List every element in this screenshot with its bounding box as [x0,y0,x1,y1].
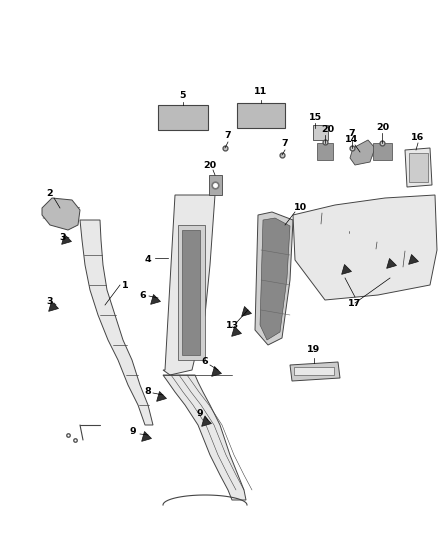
Polygon shape [237,103,285,128]
Polygon shape [62,235,71,244]
Text: 8: 8 [145,387,152,397]
Text: 3: 3 [47,297,53,306]
Polygon shape [373,143,392,160]
Polygon shape [163,195,215,375]
Polygon shape [409,254,418,264]
Text: 9: 9 [130,427,136,437]
Text: 19: 19 [307,345,321,354]
Polygon shape [342,264,352,274]
Polygon shape [405,148,432,187]
Polygon shape [294,367,334,375]
Polygon shape [80,220,153,425]
Text: 14: 14 [346,135,359,144]
Text: 4: 4 [145,255,151,264]
Polygon shape [158,105,208,130]
Text: 1: 1 [122,280,128,289]
Text: 7: 7 [225,131,231,140]
Text: 6: 6 [201,358,208,367]
Polygon shape [409,153,428,182]
Text: 17: 17 [348,298,362,308]
Polygon shape [255,212,293,345]
Polygon shape [212,367,222,376]
Text: 3: 3 [60,232,66,241]
Polygon shape [290,362,340,381]
Text: 5: 5 [180,91,186,100]
Text: 20: 20 [203,160,216,169]
Polygon shape [260,218,290,340]
Polygon shape [209,175,222,195]
Text: 2: 2 [47,189,53,198]
Text: 13: 13 [226,320,239,329]
Text: 20: 20 [376,124,389,133]
Polygon shape [201,416,212,426]
Text: 11: 11 [254,87,268,96]
Text: 20: 20 [321,125,335,134]
Polygon shape [293,195,437,300]
Text: 16: 16 [411,133,424,142]
Text: 7: 7 [349,128,355,138]
Polygon shape [317,143,333,160]
Polygon shape [242,306,251,317]
Text: 6: 6 [140,290,146,300]
Text: 7: 7 [282,139,288,148]
Polygon shape [42,198,80,230]
Polygon shape [313,125,328,140]
Polygon shape [232,327,241,336]
Text: 9: 9 [197,408,203,417]
Polygon shape [157,392,166,401]
Text: 10: 10 [293,203,307,212]
Polygon shape [350,140,375,165]
Polygon shape [49,302,59,311]
Polygon shape [178,225,205,360]
Polygon shape [387,259,396,268]
Text: 15: 15 [308,114,321,123]
Polygon shape [163,375,246,500]
Polygon shape [182,230,200,355]
Polygon shape [141,432,152,441]
Polygon shape [151,295,160,304]
